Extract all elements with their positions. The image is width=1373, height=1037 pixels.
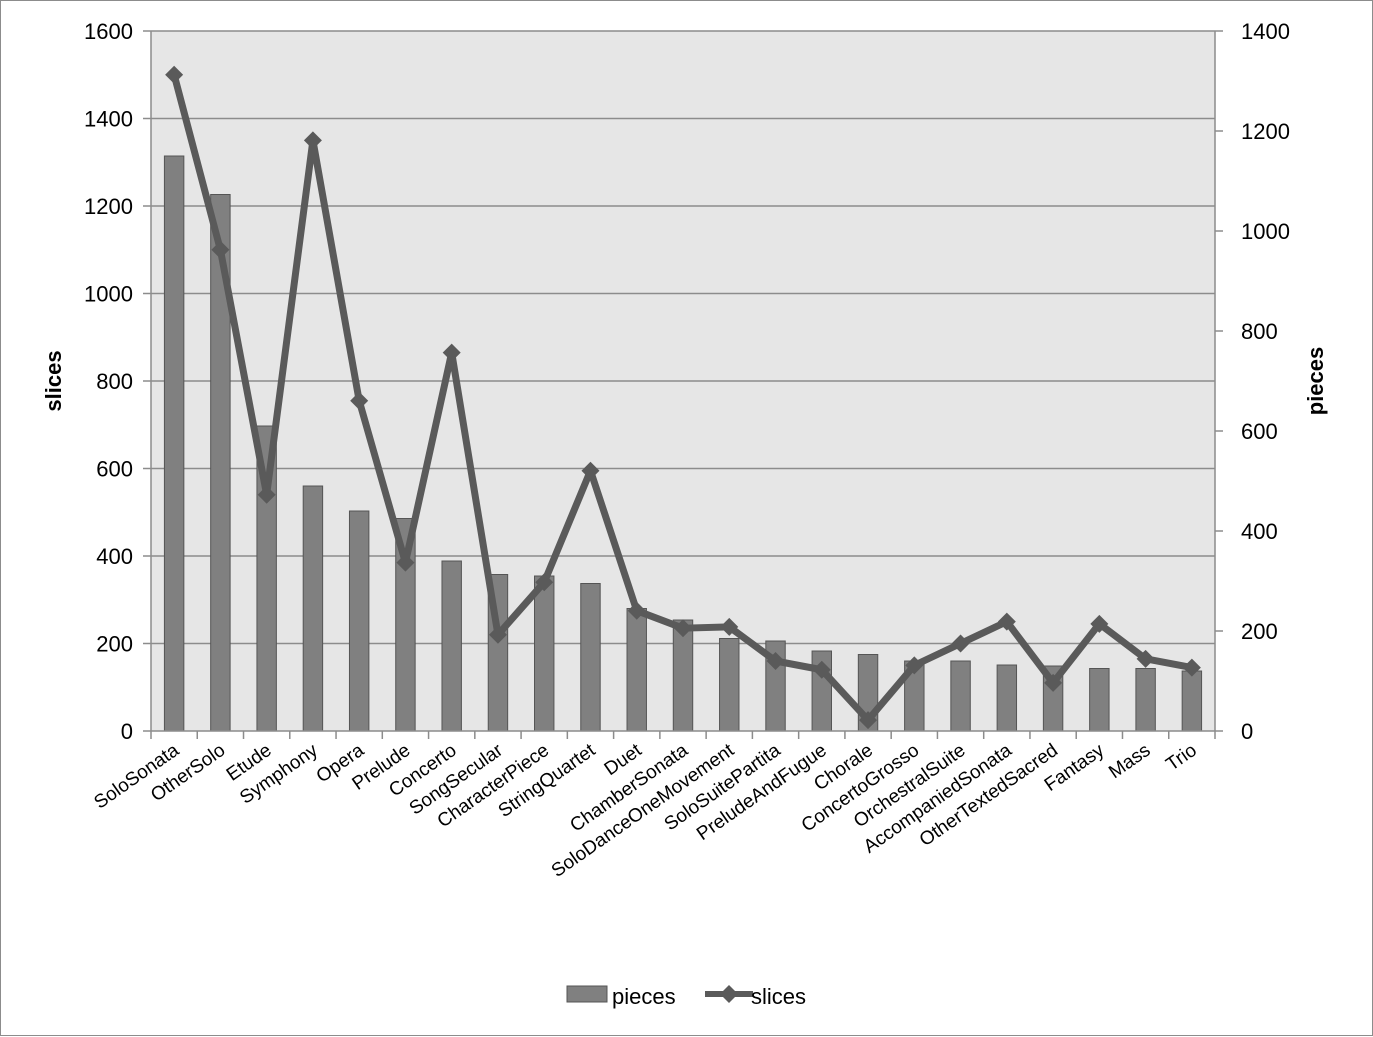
- category-label: Trio: [1162, 740, 1200, 776]
- point-slices: [350, 391, 369, 410]
- axes: [143, 30, 1223, 739]
- point-slices: [211, 240, 230, 259]
- right-tick-label: 600: [1241, 419, 1278, 444]
- right-tick-label: 400: [1241, 519, 1278, 544]
- point-slices: [581, 461, 600, 480]
- legend: pieces slices: [566, 984, 806, 1009]
- point-slices: [165, 65, 184, 84]
- right-tick-label: 1400: [1241, 19, 1290, 44]
- tick-labels: 0 200 400 600 800 1000 1200 1400 1600 0 200 400 600 8…: [84, 19, 1290, 744]
- point-slices: [812, 660, 831, 679]
- point-slices: [766, 652, 785, 670]
- bar-pieces: [1135, 668, 1156, 732]
- bar-pieces: [950, 660, 971, 732]
- legend-swatch-pieces: [566, 985, 608, 1003]
- bar-pieces: [996, 664, 1018, 732]
- right-tick-label: 1200: [1241, 119, 1290, 144]
- bar-pieces: [719, 638, 740, 732]
- right-tick-label: 0: [1241, 719, 1253, 744]
- point-slices: [1090, 614, 1109, 633]
- legend-marker-slices: [720, 985, 738, 1003]
- point-slices: [720, 617, 739, 636]
- point-slices: [1044, 673, 1063, 692]
- point-slices: [627, 601, 646, 620]
- bar-pieces: [302, 485, 324, 732]
- left-tick-label: 1600: [84, 19, 133, 44]
- point-slices: [997, 612, 1016, 631]
- point-slices: [257, 485, 276, 504]
- legend-label-pieces: pieces: [612, 984, 676, 1009]
- left-tick-label: 1000: [84, 282, 133, 307]
- right-tick-label: 800: [1241, 319, 1278, 344]
- left-tick-label: 400: [96, 544, 133, 569]
- left-tick-label: 0: [121, 719, 133, 744]
- bar-pieces: [163, 155, 185, 732]
- bar-pieces: [1089, 668, 1110, 732]
- left-axis-title: slices: [41, 350, 66, 411]
- point-slices: [905, 656, 924, 675]
- point-slices: [859, 711, 878, 730]
- left-tick-label: 800: [96, 369, 133, 394]
- legend-label-slices: slices: [751, 984, 806, 1009]
- point-slices: [1136, 649, 1155, 668]
- category-label: Mass: [1105, 740, 1154, 783]
- bar-pieces: [441, 560, 462, 732]
- right-axis-title: pieces: [1303, 347, 1328, 416]
- point-slices: [951, 634, 970, 653]
- right-tick-label: 200: [1241, 619, 1278, 644]
- gridlines: [151, 30, 1215, 645]
- point-slices: [1182, 658, 1201, 677]
- point-slices: [303, 131, 322, 150]
- bar-pieces: [1181, 670, 1203, 732]
- category-labels: SoloSonataOtherSoloEtudeSymphonyOperaPre…: [90, 739, 1200, 881]
- bar-pieces: [348, 510, 370, 732]
- point-slices: [396, 553, 415, 572]
- left-tick-label: 1200: [84, 194, 133, 219]
- point-slices: [442, 343, 461, 362]
- left-tick-label: 1400: [84, 107, 133, 132]
- point-slices: [674, 619, 692, 638]
- bar-pieces: [534, 575, 555, 732]
- bar-pieces: [580, 583, 601, 732]
- right-tick-label: 1000: [1241, 219, 1290, 244]
- bar-pieces: [626, 608, 647, 732]
- left-tick-label: 600: [96, 457, 133, 482]
- point-slices: [488, 625, 507, 644]
- line-series: [165, 65, 1201, 730]
- point-slices: [535, 573, 554, 592]
- left-tick-label: 200: [96, 632, 133, 657]
